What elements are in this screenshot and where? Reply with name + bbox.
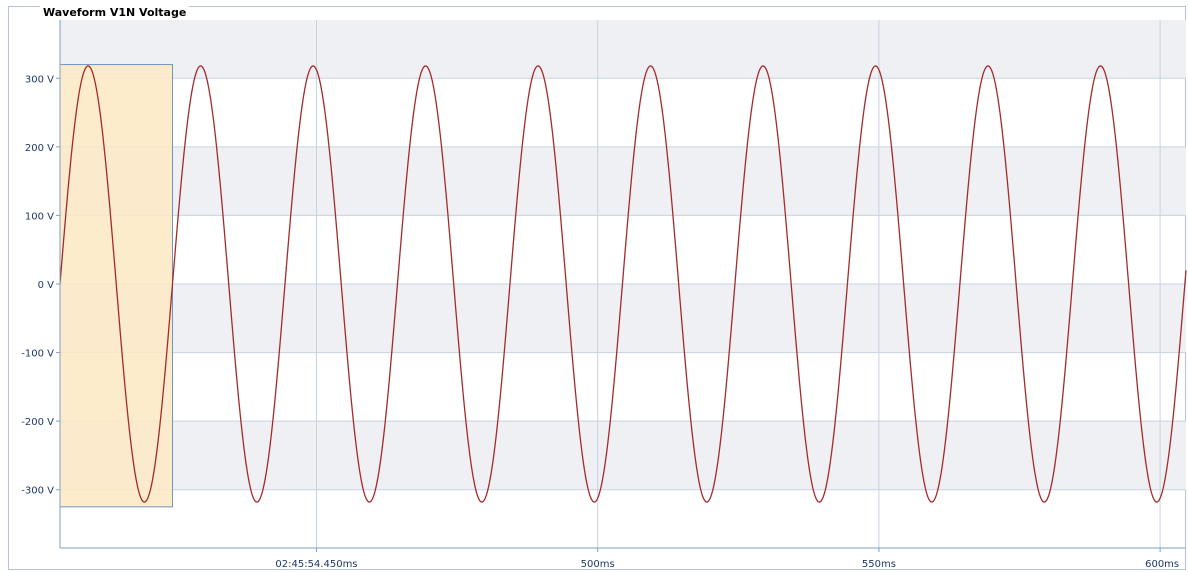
bands-layer	[60, 20, 1186, 490]
x-tick-label: 500ms	[581, 559, 615, 570]
y-tick-label: 300 V	[25, 74, 54, 85]
grid-band	[60, 284, 1186, 353]
y-tick-label: -100 V	[21, 349, 54, 360]
x-tick-label: 02:45:54.450ms	[275, 559, 357, 570]
series-layer	[59, 65, 1187, 503]
axis-layer	[56, 20, 1186, 552]
y-tick-label: -300 V	[21, 486, 54, 497]
y-tick-label: 200 V	[25, 143, 54, 154]
y-tick-label: 100 V	[25, 211, 54, 222]
grid-band	[60, 146, 1186, 216]
grid-band	[60, 421, 1186, 490]
x-tick-label: 550ms	[862, 559, 896, 570]
x-tick-label: 600ms	[1145, 559, 1179, 570]
y-tick-label: -200 V	[21, 417, 54, 428]
series-line-0	[59, 65, 1187, 503]
grid-band	[60, 20, 1186, 79]
chart-title: Waveform V1N Voltage	[40, 6, 190, 19]
y-tick-label: 0 V	[38, 280, 55, 291]
grid-layer	[60, 20, 1186, 548]
tick-layer: 300 V 200 V 100 V 0 V -100 V -200 V -300 V 02:4…	[21, 74, 1179, 570]
